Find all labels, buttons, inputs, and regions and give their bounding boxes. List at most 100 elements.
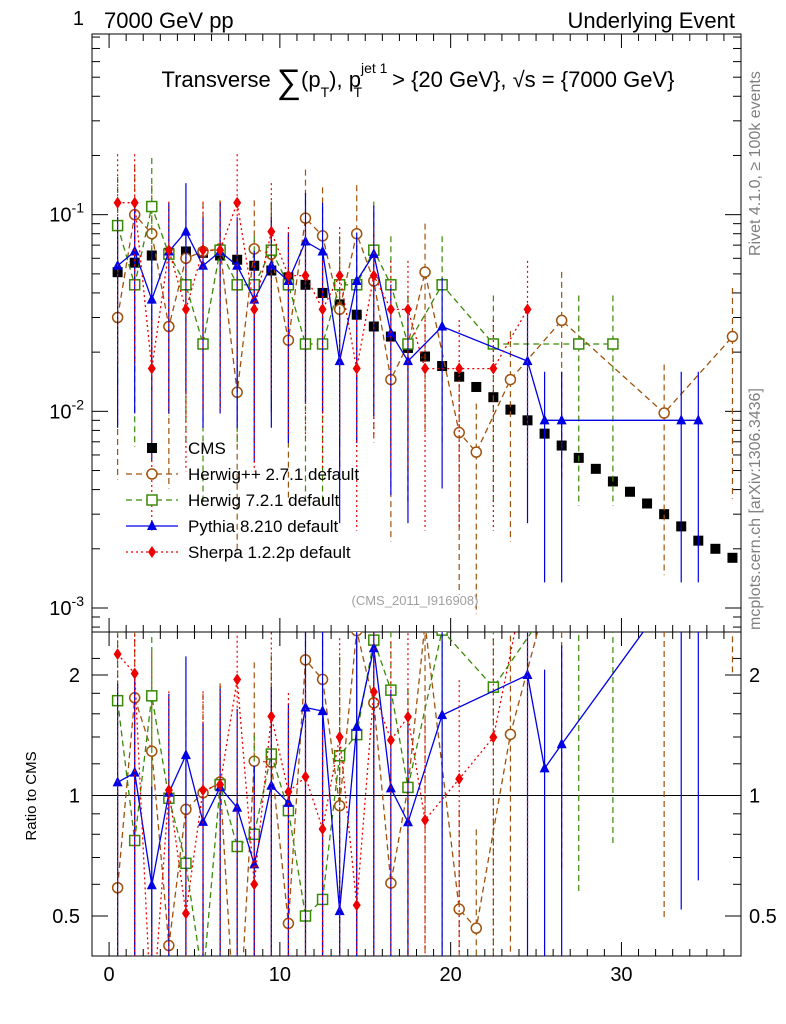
point-pythia — [146, 293, 157, 304]
point-pythia — [539, 414, 550, 425]
ratio-point-sherpa — [301, 770, 310, 783]
point-pythia — [334, 355, 345, 366]
ratio-point-pythia — [368, 642, 379, 653]
ratio-point-sherpa — [455, 772, 464, 785]
point-sherpa — [369, 269, 378, 282]
point-sherpa — [335, 269, 344, 282]
point-sherpa — [267, 225, 276, 238]
legend-marker-herwig — [146, 494, 158, 506]
ratio-point-herwig — [333, 749, 346, 762]
ratio-plot-frame — [91, 631, 742, 957]
ratio-point-sherpa — [369, 685, 378, 698]
point-cms — [590, 463, 601, 474]
legend-label-pythia: Pythia 8.210 default — [188, 517, 339, 536]
point-herwig — [607, 338, 619, 350]
ratio-point-pythia — [300, 701, 311, 712]
legend-marker-pythia — [147, 520, 157, 530]
point-sherpa — [455, 362, 464, 375]
watermark-label: (CMS_2011_I916908) — [352, 593, 479, 608]
ratio-point-herwig — [659, 585, 669, 595]
point-herwig — [419, 266, 431, 278]
point-pythia — [300, 235, 311, 246]
point-sherpa — [113, 196, 122, 209]
ratio-point-sherpa — [284, 785, 293, 798]
series-line-herwig — [116, 204, 613, 346]
point-herwig — [555, 314, 568, 327]
point-sherpa — [489, 362, 498, 375]
legend-marker-sherpa — [148, 546, 156, 558]
point-herwig — [573, 338, 585, 350]
point-herwig — [726, 330, 739, 343]
ratio-point-pythia — [198, 815, 209, 826]
point-cms — [505, 404, 516, 415]
point-herwig — [146, 200, 158, 213]
ratio-point-herwig — [608, 511, 618, 521]
point-pythia — [351, 274, 362, 285]
y-tick-label: 10-1 — [49, 200, 84, 227]
ratio-y-tick-label: 2 — [749, 665, 760, 687]
ratio-point-herwig — [487, 681, 500, 693]
legend-label-sherpa: Sherpa 1.2.2p default — [188, 543, 351, 562]
point-cms — [471, 381, 482, 392]
ratio-point-sherpa — [233, 673, 242, 686]
point-herwig — [504, 373, 517, 386]
point-sherpa — [403, 303, 412, 316]
x-tick-label: 20 — [440, 964, 462, 986]
legend: CMS Herwig++ 2.7.1 default Herwig 7.2.1 de… — [126, 439, 359, 562]
ratio-point-sherpa — [352, 899, 361, 912]
ratio-point-sherpa — [335, 731, 344, 744]
ratio-point-sherpa — [164, 784, 173, 797]
ratio-point-pythia — [146, 879, 157, 890]
point-pythia — [437, 320, 448, 331]
ratio-point-herwig — [470, 922, 483, 934]
ratio-point-herwig — [504, 728, 517, 741]
point-cms — [642, 498, 653, 509]
point-sherpa — [164, 244, 173, 257]
y-tick-label: 10-3 — [49, 593, 84, 620]
ratio-point-pythia — [556, 738, 567, 749]
ratio-point-herwig — [453, 903, 465, 915]
ratio-point-pythia — [283, 796, 294, 807]
ratio-ylabel: Ratio to CMS — [23, 751, 40, 840]
point-pythia — [180, 225, 191, 236]
legend-label-herwig: Herwig++ 2.7.1 default — [188, 465, 359, 484]
point-pythia — [402, 355, 413, 366]
header-left-label: 7000 GeV pp — [104, 8, 234, 33]
ratio-point-sherpa — [113, 648, 122, 661]
point-pythia — [693, 414, 704, 425]
ratio-point-sherpa — [421, 814, 430, 827]
data-layer — [111, 154, 739, 1024]
point-sherpa — [301, 269, 310, 282]
point-herwig — [453, 426, 465, 439]
point-sherpa — [386, 303, 395, 316]
main-panel-frame: 10-3 10-2 10-1 1 — [49, 8, 742, 956]
point-pythia — [522, 355, 533, 366]
ratio-point-sherpa — [318, 822, 327, 835]
ratio-point-sherpa — [148, 1020, 156, 1024]
point-sherpa — [352, 362, 361, 375]
ratio-line-pythia — [117, 632, 644, 912]
ratio-point-pythia — [266, 779, 277, 790]
x-tick-label: 30 — [610, 964, 632, 986]
ratio-point-sherpa — [267, 710, 276, 723]
point-cms — [727, 552, 738, 563]
point-herwig — [470, 446, 483, 458]
ratio-point-pythia — [402, 816, 413, 827]
ratio-point-sherpa — [403, 710, 412, 723]
point-sherpa — [181, 303, 190, 316]
point-sherpa — [199, 244, 208, 257]
ratio-point-herwig — [574, 559, 584, 569]
ratio-point-pythia — [539, 762, 550, 773]
ratio-y-tick-label: 1 — [749, 786, 760, 808]
point-sherpa — [421, 362, 430, 375]
ratio-point-sherpa — [250, 878, 259, 891]
ratio-point-sherpa — [130, 667, 139, 680]
point-sherpa — [216, 244, 225, 257]
point-pythia — [676, 414, 687, 425]
ratio-line-sherpa — [117, 632, 516, 956]
legend-marker-cms — [147, 443, 157, 453]
point-sherpa — [318, 303, 327, 316]
ratio-point-herwig — [198, 976, 208, 986]
